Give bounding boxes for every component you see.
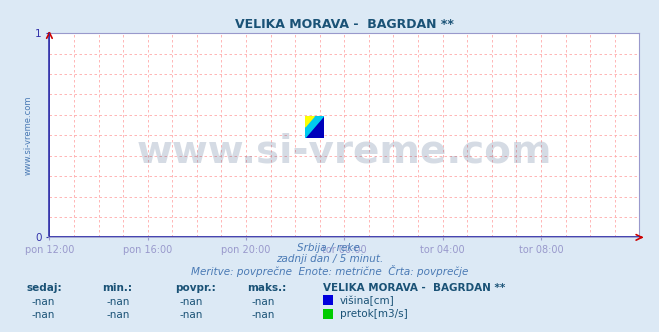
Text: Meritve: povprečne  Enote: metrične  Črta: povprečje: Meritve: povprečne Enote: metrične Črta:… bbox=[191, 265, 468, 277]
Text: povpr.:: povpr.: bbox=[175, 283, 215, 293]
Text: min.:: min.: bbox=[102, 283, 132, 293]
Text: -nan: -nan bbox=[252, 310, 275, 320]
Polygon shape bbox=[305, 116, 314, 127]
Polygon shape bbox=[305, 116, 324, 138]
Text: VELIKA MORAVA -  BAGRDAN **: VELIKA MORAVA - BAGRDAN ** bbox=[323, 283, 505, 293]
Text: -nan: -nan bbox=[31, 310, 55, 320]
Title: VELIKA MORAVA -  BAGRDAN **: VELIKA MORAVA - BAGRDAN ** bbox=[235, 18, 454, 31]
Polygon shape bbox=[305, 116, 314, 127]
Text: sedaj:: sedaj: bbox=[26, 283, 62, 293]
Text: pretok[m3/s]: pretok[m3/s] bbox=[340, 309, 408, 319]
Text: -nan: -nan bbox=[179, 310, 203, 320]
Text: www.si-vreme.com: www.si-vreme.com bbox=[136, 132, 552, 171]
Polygon shape bbox=[305, 116, 314, 127]
Text: -nan: -nan bbox=[107, 310, 130, 320]
Text: maks.:: maks.: bbox=[247, 283, 287, 293]
Text: -nan: -nan bbox=[179, 297, 203, 307]
Text: -nan: -nan bbox=[252, 297, 275, 307]
Polygon shape bbox=[305, 116, 324, 138]
Text: -nan: -nan bbox=[31, 297, 55, 307]
Text: zadnji dan / 5 minut.: zadnji dan / 5 minut. bbox=[276, 254, 383, 264]
Text: višina[cm]: višina[cm] bbox=[340, 295, 395, 306]
Text: Srbija / reke.: Srbija / reke. bbox=[297, 243, 362, 253]
Y-axis label: www.si-vreme.com: www.si-vreme.com bbox=[23, 96, 32, 175]
Text: -nan: -nan bbox=[107, 297, 130, 307]
